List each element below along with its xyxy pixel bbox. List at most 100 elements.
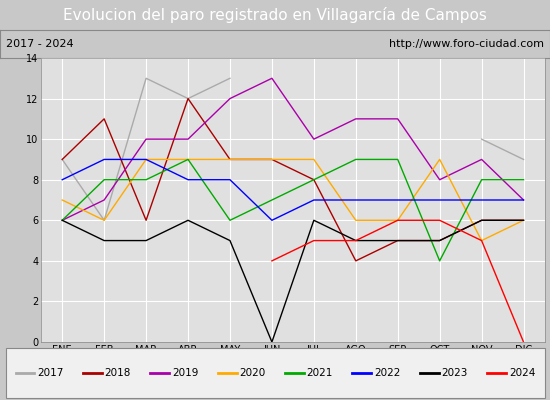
- Line: 2023: 2023: [62, 220, 524, 342]
- 2020: [436, 157, 443, 162]
- Text: 2019: 2019: [172, 368, 199, 378]
- 2018: [268, 157, 275, 162]
- Text: 2024: 2024: [509, 368, 535, 378]
- 2019: [59, 218, 65, 223]
- 2018: [520, 218, 527, 223]
- Line: 2018: 2018: [62, 98, 524, 261]
- 2020: [311, 157, 317, 162]
- 2018: [353, 258, 359, 263]
- 2019: [311, 137, 317, 142]
- 2020: [101, 218, 107, 223]
- 2020: [353, 218, 359, 223]
- 2018: [143, 218, 150, 223]
- Text: 2020: 2020: [239, 368, 266, 378]
- 2019: [227, 96, 233, 101]
- 2024: [353, 238, 359, 243]
- 2023: [478, 218, 485, 223]
- 2020: [227, 157, 233, 162]
- 2018: [101, 116, 107, 121]
- Line: 2017: 2017: [482, 139, 524, 160]
- 2024: [394, 218, 401, 223]
- 2020: [520, 218, 527, 223]
- 2018: [478, 218, 485, 223]
- 2022: [436, 198, 443, 202]
- 2022: [520, 198, 527, 202]
- 2022: [143, 157, 150, 162]
- 2022: [268, 218, 275, 223]
- 2019: [394, 116, 401, 121]
- 2023: [101, 238, 107, 243]
- Line: 2020: 2020: [62, 160, 524, 240]
- 2018: [394, 238, 401, 243]
- 2023: [59, 218, 65, 223]
- 2020: [268, 157, 275, 162]
- Text: 2022: 2022: [374, 368, 400, 378]
- 2022: [394, 198, 401, 202]
- 2023: [520, 218, 527, 223]
- 2021: [227, 218, 233, 223]
- 2023: [227, 238, 233, 243]
- 2022: [353, 198, 359, 202]
- 2023: [394, 238, 401, 243]
- 2021: [478, 177, 485, 182]
- 2019: [353, 116, 359, 121]
- 2021: [268, 198, 275, 202]
- Text: 2017: 2017: [37, 368, 64, 378]
- 2021: [311, 177, 317, 182]
- 2022: [227, 177, 233, 182]
- 2018: [59, 157, 65, 162]
- 2017: [478, 137, 485, 142]
- 2024: [268, 258, 275, 263]
- 2023: [311, 218, 317, 223]
- 2023: [436, 238, 443, 243]
- 2020: [185, 157, 191, 162]
- 2019: [436, 177, 443, 182]
- 2024: [311, 238, 317, 243]
- 2020: [143, 157, 150, 162]
- 2022: [185, 177, 191, 182]
- 2018: [185, 96, 191, 101]
- 2021: [436, 258, 443, 263]
- 2021: [59, 218, 65, 223]
- FancyBboxPatch shape: [6, 348, 544, 398]
- 2021: [101, 177, 107, 182]
- 2022: [59, 177, 65, 182]
- 2018: [436, 238, 443, 243]
- 2022: [311, 198, 317, 202]
- 2021: [185, 157, 191, 162]
- 2023: [353, 238, 359, 243]
- 2020: [478, 238, 485, 243]
- 2019: [143, 137, 150, 142]
- 2019: [478, 157, 485, 162]
- Line: 2021: 2021: [62, 160, 524, 261]
- 2023: [268, 340, 275, 344]
- 2021: [520, 177, 527, 182]
- 2020: [394, 218, 401, 223]
- 2018: [311, 177, 317, 182]
- 2020: [59, 198, 65, 202]
- 2021: [394, 157, 401, 162]
- Line: 2024: 2024: [272, 220, 524, 342]
- 2021: [143, 177, 150, 182]
- Line: 2022: 2022: [62, 160, 524, 220]
- Text: http://www.foro-ciudad.com: http://www.foro-ciudad.com: [389, 39, 544, 49]
- 2023: [143, 238, 150, 243]
- 2019: [268, 76, 275, 81]
- 2023: [185, 218, 191, 223]
- Text: 2023: 2023: [442, 368, 468, 378]
- 2024: [436, 218, 443, 223]
- 2024: [478, 238, 485, 243]
- 2021: [353, 157, 359, 162]
- 2019: [520, 198, 527, 202]
- 2024: [520, 340, 527, 344]
- Line: 2019: 2019: [62, 78, 524, 220]
- 2022: [478, 198, 485, 202]
- 2022: [101, 157, 107, 162]
- 2017: [520, 157, 527, 162]
- Text: 2017 - 2024: 2017 - 2024: [6, 39, 73, 49]
- Text: 2018: 2018: [104, 368, 131, 378]
- 2019: [185, 137, 191, 142]
- 2018: [227, 157, 233, 162]
- Text: Evolucion del paro registrado en Villagarcía de Campos: Evolucion del paro registrado en Villaga…: [63, 7, 487, 23]
- 2019: [101, 198, 107, 202]
